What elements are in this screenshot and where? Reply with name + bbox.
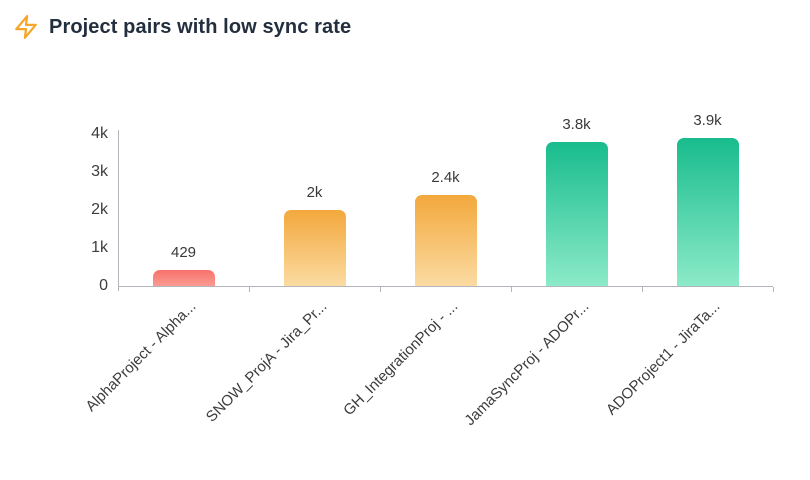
x-axis-tick xyxy=(773,287,774,292)
x-axis-label: GH_IntegrationProj - ... xyxy=(340,298,462,420)
bar[interactable] xyxy=(545,141,608,286)
flash-icon xyxy=(13,14,39,40)
x-axis-line xyxy=(118,286,773,287)
bar-value-label: 429 xyxy=(170,243,197,261)
y-axis-tick-label: 4k xyxy=(91,125,108,142)
bar[interactable] xyxy=(414,194,477,286)
bar-value-label: 2.4k xyxy=(431,168,460,186)
bar[interactable] xyxy=(676,137,739,286)
x-axis-label: JamaSyncProj - ADOPr... xyxy=(461,298,593,430)
card-header: Project pairs with low sync rate xyxy=(13,14,351,40)
bar[interactable] xyxy=(152,269,215,286)
x-axis-tick xyxy=(249,287,250,292)
bar-value-label: 3.8k xyxy=(562,115,591,133)
y-axis-tick-label: 2k xyxy=(91,201,108,218)
y-axis-line xyxy=(118,130,119,291)
y-axis-tick-label: 1k xyxy=(91,239,108,256)
x-axis-tick xyxy=(380,287,381,292)
x-axis-label: ADOProject1 - JiraTa... xyxy=(603,298,724,419)
bar-value-label: 2k xyxy=(306,184,323,201)
y-axis-tick-label: 0 xyxy=(99,277,108,294)
chart-title: Project pairs with low sync rate xyxy=(49,15,352,38)
bar-value-label: 3.9k xyxy=(693,111,722,129)
x-axis-tick xyxy=(642,287,643,292)
x-axis-label: SNOW_ProjA - Jira_Pr... xyxy=(202,298,331,426)
bar[interactable] xyxy=(283,210,346,286)
x-axis-label: AlphaProject - Alpha... xyxy=(82,298,200,415)
y-axis-tick-label: 3k xyxy=(91,163,108,180)
x-axis-tick xyxy=(511,287,512,292)
